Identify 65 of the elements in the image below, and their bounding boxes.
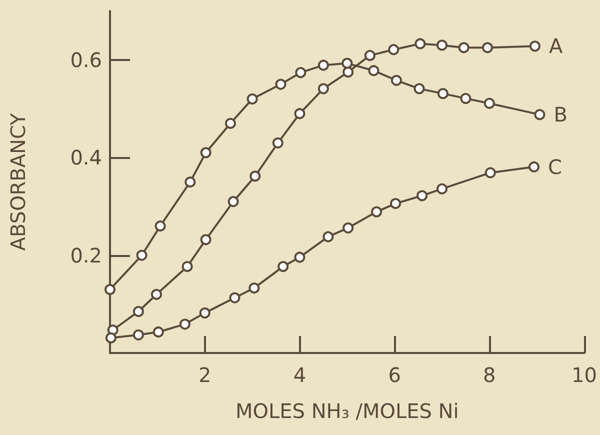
point bbox=[200, 147, 212, 158]
point bbox=[104, 284, 116, 295]
point bbox=[275, 78, 286, 90]
point bbox=[414, 38, 426, 50]
point bbox=[458, 42, 470, 54]
x-axis-title: MOLES NH₃ /MOLES Ni bbox=[235, 399, 459, 423]
y-tick-label: 0.4 bbox=[70, 146, 102, 170]
point bbox=[416, 190, 428, 202]
point bbox=[436, 40, 448, 51]
point bbox=[460, 92, 472, 104]
point bbox=[152, 326, 164, 338]
point bbox=[414, 83, 425, 94]
y-tick-label: 0.6 bbox=[70, 48, 102, 72]
point bbox=[390, 198, 402, 209]
series-label: C bbox=[548, 154, 562, 179]
point bbox=[322, 231, 334, 242]
point bbox=[342, 222, 354, 234]
point bbox=[250, 170, 261, 182]
x-tick-label: 2 bbox=[198, 363, 212, 387]
series-label: A bbox=[548, 34, 563, 58]
point bbox=[318, 60, 329, 71]
point bbox=[390, 74, 402, 86]
point bbox=[371, 206, 382, 218]
point bbox=[294, 108, 306, 120]
point bbox=[248, 282, 260, 294]
point bbox=[132, 306, 144, 317]
point bbox=[184, 176, 196, 188]
point bbox=[224, 118, 236, 129]
point bbox=[154, 220, 166, 232]
x-tick-label: 10 bbox=[572, 363, 597, 387]
y-axis-title: ABSORBANCY bbox=[6, 112, 30, 251]
point bbox=[342, 58, 353, 69]
point bbox=[200, 234, 212, 246]
point bbox=[484, 167, 496, 178]
point bbox=[534, 109, 546, 120]
point bbox=[364, 50, 376, 61]
point bbox=[342, 66, 354, 78]
point bbox=[272, 137, 284, 148]
x-tick-label: 8 bbox=[483, 363, 496, 387]
point bbox=[182, 261, 193, 272]
x-tick-label: 6 bbox=[388, 363, 401, 387]
point bbox=[199, 307, 210, 318]
y-tick-label: 0.2 bbox=[70, 243, 102, 268]
point bbox=[229, 292, 240, 304]
point bbox=[105, 332, 116, 344]
point bbox=[278, 261, 289, 272]
point bbox=[528, 161, 540, 172]
point bbox=[150, 288, 162, 300]
point bbox=[228, 196, 239, 208]
point bbox=[132, 329, 144, 340]
point bbox=[136, 250, 148, 261]
point bbox=[246, 93, 258, 104]
x-tick-label: 4 bbox=[293, 363, 306, 387]
series-label: B bbox=[554, 102, 568, 127]
point bbox=[179, 318, 190, 330]
point bbox=[318, 83, 329, 94]
point bbox=[295, 67, 306, 78]
point bbox=[388, 44, 400, 56]
point bbox=[294, 252, 306, 263]
point bbox=[529, 40, 540, 52]
point bbox=[436, 183, 448, 194]
point bbox=[482, 42, 494, 54]
point bbox=[484, 98, 495, 109]
point bbox=[437, 88, 448, 100]
point bbox=[368, 65, 380, 76]
